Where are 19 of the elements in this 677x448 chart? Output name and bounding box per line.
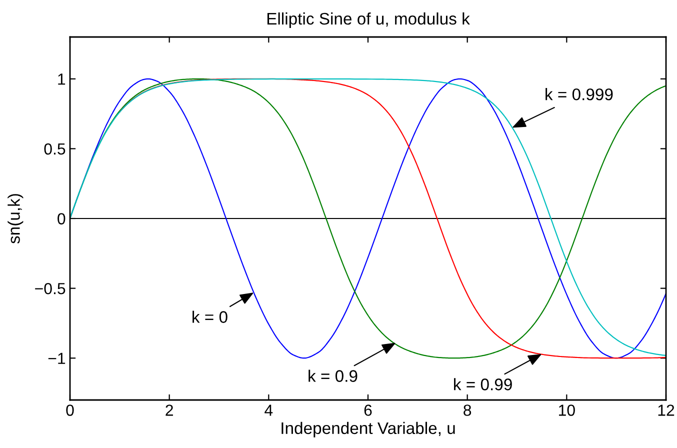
y-tick-label: 0.5 [44,143,66,155]
x-tick-label: 10 [559,404,575,416]
x-tick-label: 12 [658,404,674,416]
chart-title: Elliptic Sine of u, modulus k [267,12,470,28]
annotation: k = 0.99 [454,378,512,390]
annotation: k = 0.999 [546,88,613,100]
y-tick-label: 0 [58,213,66,224]
annotation: k = 0 [192,310,228,323]
y-tick-label: 1 [58,74,66,85]
y-tick-label: −1 [48,352,66,364]
x-axis-title: Independent Variable, u [282,422,455,438]
annotation: k = 0.9 [308,370,358,382]
x-tick-label: 8 [464,404,472,416]
x-tick-label: 0 [66,404,74,416]
y-tick-label: −0.5 [35,282,66,294]
x-tick-label: 4 [264,404,273,416]
x-tick-label: 2 [166,404,173,416]
x-tick-label: 6 [364,404,372,416]
y-axis-title: sn(u,k) [8,194,24,244]
